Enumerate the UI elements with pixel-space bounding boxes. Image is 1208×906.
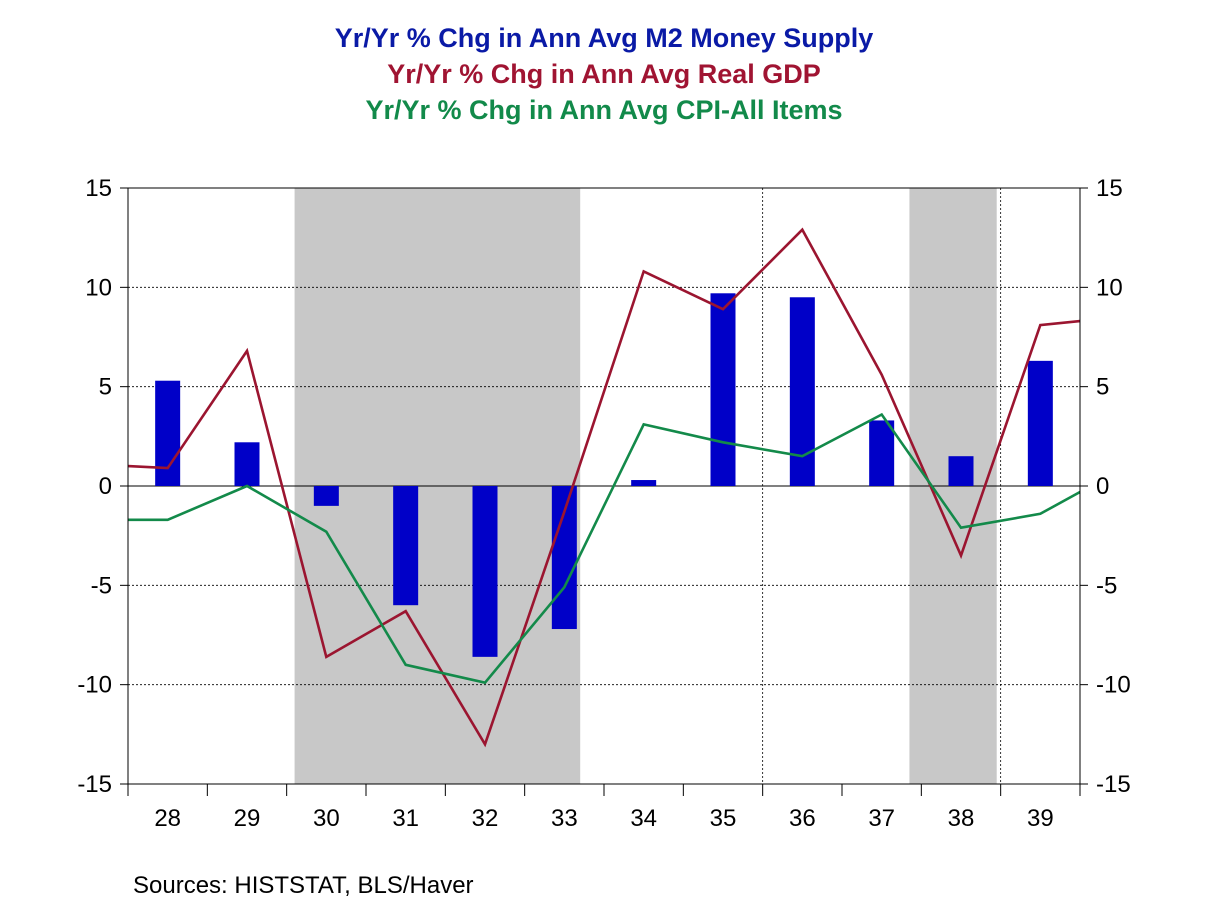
x-tick-label: 31 [392,805,419,832]
source-note: Sources: HISTSTAT, BLS/Haver [133,872,474,899]
m2-bar [1027,360,1053,486]
m2-bar [948,456,974,486]
x-tick-label: 33 [551,805,578,832]
y-tick-label-right: 0 [1096,473,1109,500]
y-tick-label-left: -15 [77,771,112,798]
tick-labels: -15 -15 -10 -10 -5 -5 0 0 5 5 10 10 15 15 28 29 30 31 32 33… [77,175,1130,832]
x-tick-label: 28 [154,805,181,832]
title-m2: Yr/Yr % Chg in Ann Avg M2 Money Supply [334,23,874,53]
m2-bar [710,293,736,486]
y-tick-label-right: -5 [1096,572,1117,599]
y-tick-label-left: 5 [99,374,112,401]
gdp-line [127,227,1081,748]
chart-titles: Yr/Yr % Chg in Ann Avg M2 Money Supply Y… [0,20,1208,128]
y-tick-label-right: -15 [1096,771,1131,798]
x-tick-label: 34 [630,805,657,832]
y-tick-label-right: 5 [1096,374,1109,401]
x-tick-label: 39 [1027,805,1054,832]
m2-bar [789,297,815,486]
m2-bar [393,486,419,606]
y-tick-label-left: -5 [91,572,112,599]
y-tick-label-left: 0 [99,473,112,500]
x-tick-label: 36 [789,805,816,832]
m2-bar [472,486,498,657]
y-tick-label-left: 15 [85,175,112,202]
y-tick-label-left: 10 [85,274,112,301]
title-cpi: Yr/Yr % Chg in Ann Avg CPI-All Items [365,95,843,125]
grid-lines [128,188,1080,784]
m2-bar [551,486,577,630]
y-tick-label-right: 15 [1096,175,1123,202]
m2-bar [155,380,181,486]
x-tick-label: 32 [472,805,499,832]
m2-bar [869,420,895,486]
m2-bar [631,480,657,486]
y-tick-label-right: -10 [1096,672,1131,699]
title-gdp: Yr/Yr % Chg in Ann Avg Real GDP [387,59,821,89]
x-tick-label: 29 [234,805,261,832]
cpi-line [128,412,1081,685]
x-tick-label: 35 [710,805,737,832]
y-tick-label-right: 10 [1096,274,1123,301]
m2-bar [313,486,339,506]
x-tick-label: 37 [868,805,895,832]
series-lines [127,227,1081,748]
axes [120,187,1088,796]
m2-bar [234,442,260,486]
y-tick-label-left: -10 [77,672,112,699]
x-tick-label: 30 [313,805,340,832]
x-tick-label: 38 [948,805,975,832]
